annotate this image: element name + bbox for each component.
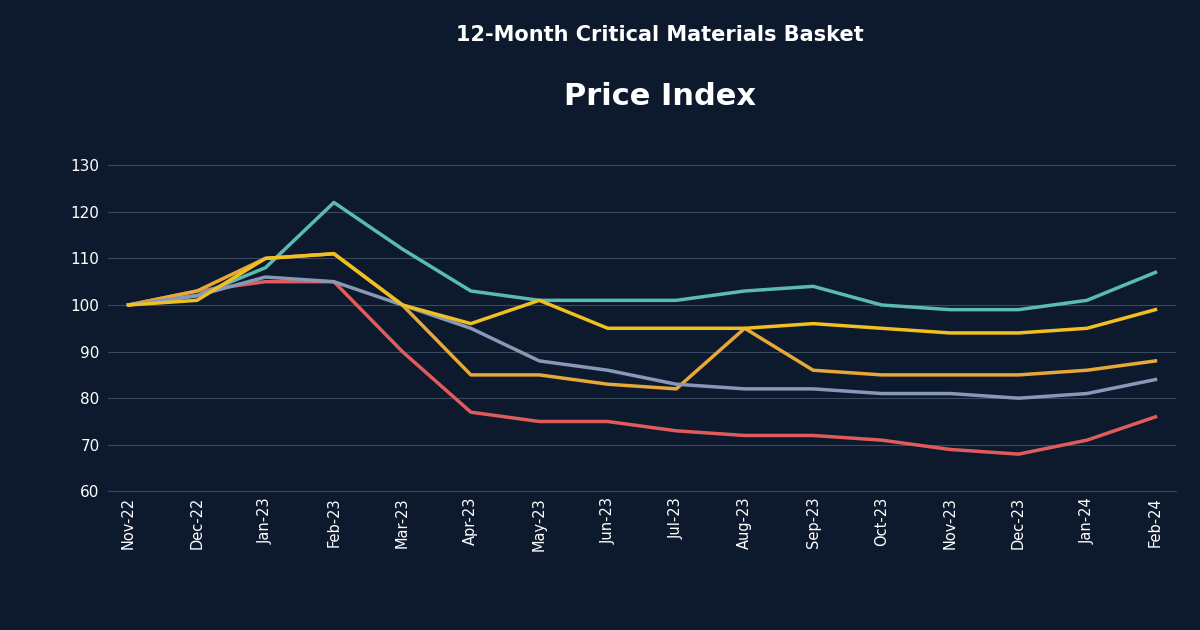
Steel & Alloys	[463, 287, 478, 295]
Aerospace	[1080, 390, 1094, 398]
Renewables	[463, 371, 478, 379]
Aerospace	[463, 324, 478, 332]
Critical Materials	[121, 301, 136, 309]
Critical Materials	[738, 324, 752, 332]
Renewables	[943, 371, 958, 379]
EV & Battery	[875, 437, 889, 444]
EV & Battery	[258, 278, 272, 285]
Critical Materials	[1012, 329, 1026, 336]
Aerospace	[943, 390, 958, 398]
Steel & Alloys	[395, 245, 409, 253]
Steel & Alloys	[600, 297, 614, 304]
Critical Materials	[670, 324, 684, 332]
Renewables	[121, 301, 136, 309]
Critical Materials	[1148, 306, 1163, 314]
Renewables	[395, 301, 409, 309]
Critical Materials	[806, 320, 821, 328]
EV & Battery	[670, 427, 684, 435]
Steel & Alloys	[190, 292, 204, 299]
EV & Battery	[532, 418, 546, 425]
EV & Battery	[463, 408, 478, 416]
Text: 12-Month Critical Materials Basket: 12-Month Critical Materials Basket	[456, 25, 864, 45]
Renewables	[1148, 357, 1163, 365]
Critical Materials	[395, 301, 409, 309]
Aerospace	[326, 278, 341, 285]
Text: Price Index: Price Index	[564, 82, 756, 111]
Aerospace	[1012, 394, 1026, 402]
Line: EV & Battery: EV & Battery	[128, 282, 1156, 454]
Critical Materials	[943, 329, 958, 336]
EV & Battery	[395, 348, 409, 355]
Aerospace	[806, 385, 821, 392]
Renewables	[806, 367, 821, 374]
Line: Steel & Alloys: Steel & Alloys	[128, 202, 1156, 310]
Aerospace	[600, 367, 614, 374]
Critical Materials	[463, 320, 478, 328]
EV & Battery	[1148, 413, 1163, 421]
Steel & Alloys	[738, 287, 752, 295]
Aerospace	[121, 301, 136, 309]
Aerospace	[670, 381, 684, 388]
EV & Battery	[190, 287, 204, 295]
Renewables	[532, 371, 546, 379]
EV & Battery	[943, 445, 958, 453]
Renewables	[670, 385, 684, 392]
Renewables	[875, 371, 889, 379]
Aerospace	[738, 385, 752, 392]
Critical Materials	[1080, 324, 1094, 332]
Steel & Alloys	[532, 297, 546, 304]
Critical Materials	[258, 255, 272, 262]
Critical Materials	[190, 297, 204, 304]
Steel & Alloys	[875, 301, 889, 309]
EV & Battery	[1012, 450, 1026, 458]
Steel & Alloys	[943, 306, 958, 314]
Critical Materials	[875, 324, 889, 332]
Aerospace	[875, 390, 889, 398]
Critical Materials	[532, 297, 546, 304]
Steel & Alloys	[1080, 297, 1094, 304]
Aerospace	[395, 301, 409, 309]
Steel & Alloys	[326, 198, 341, 206]
Renewables	[1012, 371, 1026, 379]
EV & Battery	[806, 432, 821, 439]
EV & Battery	[738, 432, 752, 439]
Aerospace	[532, 357, 546, 365]
Line: Aerospace: Aerospace	[128, 277, 1156, 398]
Renewables	[600, 381, 614, 388]
Critical Materials	[600, 324, 614, 332]
Critical Materials	[326, 250, 341, 258]
EV & Battery	[326, 278, 341, 285]
Steel & Alloys	[670, 297, 684, 304]
Steel & Alloys	[258, 264, 272, 272]
Steel & Alloys	[1148, 268, 1163, 276]
Aerospace	[190, 292, 204, 299]
EV & Battery	[600, 418, 614, 425]
Steel & Alloys	[121, 301, 136, 309]
Line: Renewables: Renewables	[128, 254, 1156, 389]
Aerospace	[1148, 375, 1163, 383]
Steel & Alloys	[806, 283, 821, 290]
Renewables	[1080, 367, 1094, 374]
Renewables	[326, 250, 341, 258]
Renewables	[190, 287, 204, 295]
Line: Critical Materials: Critical Materials	[128, 254, 1156, 333]
EV & Battery	[121, 301, 136, 309]
Steel & Alloys	[1012, 306, 1026, 314]
Aerospace	[258, 273, 272, 281]
Renewables	[258, 255, 272, 262]
EV & Battery	[1080, 437, 1094, 444]
Renewables	[738, 324, 752, 332]
